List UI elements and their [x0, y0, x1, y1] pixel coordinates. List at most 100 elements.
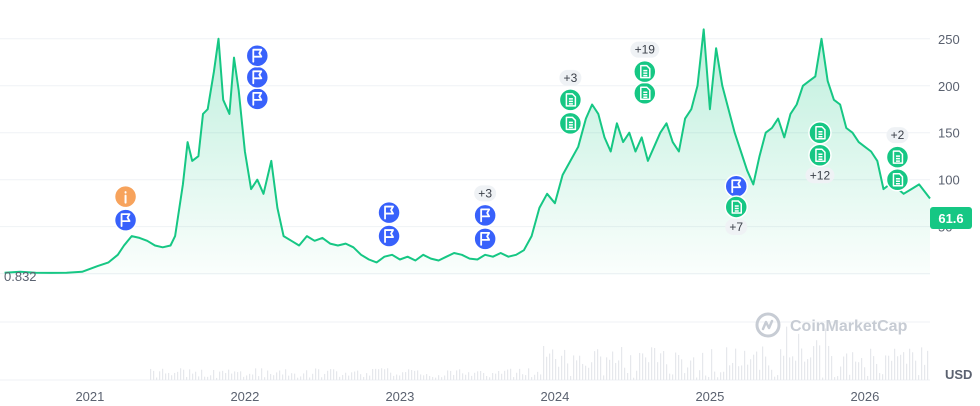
volume-bar — [573, 355, 575, 380]
volume-bar — [201, 369, 203, 380]
document-icon — [892, 150, 904, 164]
volume-bar — [375, 368, 377, 380]
volume-bar — [816, 340, 818, 380]
doc-event-marker[interactable]: +12 — [805, 143, 835, 184]
flag-event-marker[interactable] — [245, 87, 270, 111]
volume-bar — [483, 372, 485, 380]
price-tag-background — [930, 207, 972, 229]
volume-bar — [834, 377, 836, 380]
volume-bar — [603, 375, 605, 380]
volume-bar — [351, 372, 353, 380]
volume-bar — [456, 370, 458, 380]
y-tick-label: 100 — [938, 173, 960, 188]
volume-bar — [282, 374, 284, 380]
volume-bar — [861, 358, 863, 380]
info-event-marker[interactable] — [113, 184, 138, 209]
volume-bar — [870, 348, 872, 380]
volume-bar — [180, 368, 182, 380]
volume-bar — [150, 368, 152, 380]
volume-bar — [909, 348, 911, 380]
flag-event-marker[interactable] — [724, 174, 748, 199]
volume-bar — [438, 375, 440, 380]
volume-bar — [414, 370, 416, 380]
flag-event-marker[interactable] — [377, 224, 401, 248]
volume-bar — [348, 375, 350, 380]
volume-bar — [210, 375, 212, 380]
document-icon — [565, 93, 577, 107]
volume-bar — [510, 368, 512, 380]
doc-event-marker[interactable] — [808, 120, 832, 145]
volume-bar — [735, 348, 737, 380]
volume-bar — [753, 354, 755, 380]
volume-bar — [273, 375, 275, 380]
volume-bar — [681, 359, 683, 380]
doc-event-marker[interactable]: +7 — [724, 195, 748, 235]
volume-bar — [255, 368, 257, 380]
doc-event-marker[interactable] — [558, 111, 583, 136]
x-tick-label: 2021 — [75, 389, 104, 404]
volume-bar — [522, 374, 524, 380]
volume-bar — [537, 371, 539, 380]
volume-bar — [318, 369, 320, 380]
volume-bar — [429, 375, 431, 380]
volume-bar — [705, 375, 707, 380]
volume-bar — [516, 372, 518, 380]
flag-event-marker[interactable]: +3 — [473, 185, 497, 228]
volume-bar — [447, 370, 449, 380]
volume-bar — [828, 345, 830, 380]
volume-bar — [663, 351, 665, 380]
volume-bar — [546, 356, 548, 380]
watermark: CoinMarketCap — [755, 312, 908, 338]
doc-event-marker[interactable]: +19 — [630, 41, 660, 84]
volume-bar — [195, 371, 197, 380]
volume-bar — [492, 373, 494, 380]
volume-bar — [459, 369, 461, 380]
volume-bar — [237, 372, 239, 380]
volume-bar — [783, 355, 785, 380]
volume-bar — [240, 371, 242, 380]
volume-bar — [855, 361, 857, 380]
volume-bar — [762, 346, 764, 380]
doc-event-marker[interactable]: +2 — [885, 127, 910, 169]
start-price: 0.832 — [4, 269, 37, 284]
volume-bar — [525, 375, 527, 380]
event-markers: +3 +3 +19 +7 +12 +2 — [113, 41, 910, 251]
doc-event-marker[interactable] — [885, 167, 910, 192]
marker-circle — [808, 120, 832, 145]
volume-bar — [690, 360, 692, 380]
x-tick-label: 2026 — [850, 389, 879, 404]
count-badge — [474, 185, 497, 202]
volume-bar — [612, 351, 614, 380]
volume-bar — [888, 355, 890, 380]
volume-bar — [633, 377, 635, 380]
doc-event-marker[interactable]: +3 — [558, 69, 583, 112]
volume-bar — [441, 377, 443, 380]
volume-bar — [291, 373, 293, 380]
count-badge-label: +2 — [891, 128, 905, 142]
flag-event-marker[interactable] — [245, 43, 270, 68]
flag-event-marker[interactable] — [113, 208, 138, 232]
volume-bar — [339, 376, 341, 380]
volume-bar — [885, 355, 887, 380]
volume-bar — [666, 364, 668, 380]
volume-bar — [840, 366, 842, 380]
doc-event-marker[interactable] — [633, 81, 657, 106]
volume-bar — [798, 333, 800, 380]
volume-bar — [591, 362, 593, 380]
volume-bar — [309, 377, 311, 380]
volume-bar — [363, 376, 365, 380]
volume-bar — [156, 377, 158, 380]
flag-event-marker[interactable] — [377, 200, 401, 225]
volume-bar — [249, 373, 251, 380]
volume-bar — [585, 365, 587, 380]
volume-bar — [723, 371, 725, 380]
volume-bar — [660, 353, 662, 380]
volume-bar — [741, 365, 743, 380]
flag-event-marker[interactable] — [245, 65, 270, 90]
flag-event-marker[interactable] — [473, 227, 497, 251]
volume-bar — [174, 372, 176, 380]
volume-bar — [162, 368, 164, 380]
volume-bar — [708, 376, 710, 380]
volume-bar — [903, 352, 905, 380]
volume-bar — [912, 352, 914, 380]
